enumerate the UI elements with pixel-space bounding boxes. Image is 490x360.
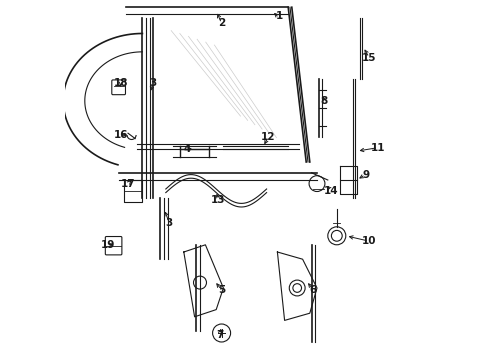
Text: 12: 12: [261, 132, 276, 142]
FancyBboxPatch shape: [105, 237, 122, 255]
FancyBboxPatch shape: [112, 80, 125, 95]
Text: 10: 10: [362, 236, 376, 246]
Text: 11: 11: [371, 143, 386, 153]
Text: 3: 3: [166, 218, 173, 228]
Text: 6: 6: [310, 285, 317, 295]
Text: 15: 15: [362, 53, 376, 63]
Text: 14: 14: [324, 186, 339, 196]
Text: 18: 18: [114, 78, 128, 88]
Text: 4: 4: [184, 144, 191, 154]
Text: 9: 9: [362, 170, 369, 180]
Text: 13: 13: [211, 195, 225, 205]
Text: 17: 17: [121, 179, 135, 189]
Text: 2: 2: [218, 18, 225, 28]
Text: 1: 1: [275, 11, 283, 21]
Text: 19: 19: [101, 240, 115, 250]
Text: 7: 7: [216, 330, 223, 340]
Text: 16: 16: [114, 130, 128, 140]
Text: 8: 8: [320, 96, 328, 106]
Text: 3: 3: [149, 78, 157, 88]
Text: 5: 5: [218, 285, 225, 295]
